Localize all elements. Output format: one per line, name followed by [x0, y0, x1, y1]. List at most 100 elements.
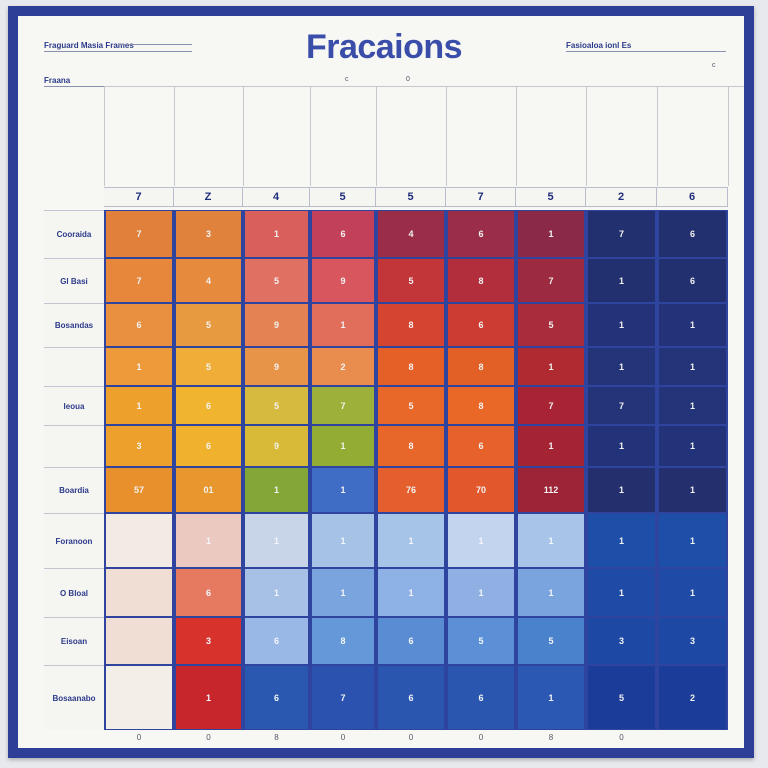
fraction-cell: 6 — [448, 211, 514, 257]
fraction-cell: 1 — [588, 259, 655, 302]
footer-mark: 8 — [274, 733, 279, 742]
fraction-cell: 1 — [659, 514, 726, 567]
header-left-line — [118, 44, 192, 45]
fraction-cell: 5 — [518, 304, 584, 346]
fraction-cell: 76 — [378, 468, 444, 512]
fraction-cell: 6 — [176, 387, 241, 424]
fraction-cell: 6 — [176, 569, 241, 616]
row-label: Foranoon — [44, 513, 104, 568]
footer-mark: 8 — [548, 733, 554, 742]
fraction-cell: 1 — [518, 514, 584, 567]
column-number: 7 — [446, 187, 516, 207]
footer-mark: 0 — [619, 733, 624, 742]
column-number: 4 — [243, 187, 310, 207]
fraction-cell: 7 — [312, 666, 374, 729]
fraction-cell: 6 — [245, 666, 308, 729]
fraction-cell: 5 — [588, 666, 655, 729]
fraction-cell: 2 — [312, 348, 374, 385]
fraction-cell: 1 — [588, 426, 655, 466]
fraction-cell: 6 — [448, 426, 514, 466]
fraction-cell: 1 — [312, 514, 374, 567]
fraction-cell: 1 — [312, 468, 374, 512]
row-label: Bosandas — [44, 303, 104, 347]
fraction-cell: 9 — [245, 426, 308, 466]
footer-mark: 0 — [408, 733, 414, 742]
header-left-top: Fraguard Masia Frames — [44, 41, 134, 50]
header-column-line — [174, 86, 175, 186]
column-number: 5 — [310, 187, 376, 207]
fraction-cell: 1 — [312, 426, 374, 466]
fraction-cell: 6 — [106, 304, 172, 346]
fraction-cell: 70 — [448, 468, 514, 512]
fraction-cell: 01 — [176, 468, 241, 512]
header-left-underline — [44, 51, 192, 52]
fraction-cell: 1 — [588, 468, 655, 512]
fraction-cell: 8 — [378, 304, 444, 346]
fraction-cell: 3 — [176, 618, 241, 664]
column-number: 5 — [376, 187, 446, 207]
fraction-cell: 6 — [448, 666, 514, 729]
column-number: 5 — [516, 187, 586, 207]
top-grid-line — [104, 86, 744, 87]
fraction-cell: 3 — [588, 618, 655, 664]
header-column-line — [104, 86, 105, 186]
row-label: Cooraida — [44, 210, 104, 258]
fraction-cell: 6 — [245, 618, 308, 664]
fraction-cell: 1 — [518, 348, 584, 385]
fraction-cell: 7 — [106, 259, 172, 302]
fraction-cell: 1 — [659, 468, 726, 512]
fraction-cell: 1 — [588, 348, 655, 385]
fraction-cell: 8 — [448, 348, 514, 385]
fraction-cell: 7 — [518, 259, 584, 302]
row-label: O Bloal — [44, 568, 104, 617]
fraction-cell: 5 — [448, 618, 514, 664]
fraction-cell: 6 — [659, 259, 726, 302]
fraction-cell: 6 — [312, 211, 374, 257]
row-label: Eisoan — [44, 617, 104, 665]
fraction-cell: 3 — [659, 618, 726, 664]
fraction-cell: 5 — [378, 387, 444, 424]
fraction-cell: 1 — [518, 211, 584, 257]
fraction-cell: 1 — [659, 304, 726, 346]
fraction-cell — [106, 569, 172, 616]
fraction-cell: 1 — [176, 666, 241, 729]
fraction-cell: 112 — [518, 468, 584, 512]
header-left-bottom: Fraana — [44, 76, 71, 85]
page-title: Fracaions — [305, 28, 463, 66]
fraction-cell: 1 — [659, 426, 726, 466]
fraction-cell: 5 — [245, 387, 308, 424]
fraction-cell: 1 — [448, 569, 514, 616]
fraction-cell: 1 — [312, 304, 374, 346]
fraction-cell: 1 — [448, 514, 514, 567]
fraction-cell: 1 — [518, 569, 584, 616]
header-column-line — [516, 86, 517, 186]
fraction-cell: 9 — [245, 348, 308, 385]
row-label: Boardia — [44, 467, 104, 513]
header-right-mark: c — [712, 62, 716, 69]
fraction-cell: 1 — [659, 569, 726, 616]
fraction-cell: 1 — [378, 569, 444, 616]
column-number: 7 — [104, 187, 174, 207]
fraction-cell: 1 — [659, 348, 726, 385]
fraction-cell — [106, 618, 172, 664]
fraction-cell: 5 — [378, 259, 444, 302]
fraction-cell: 1 — [245, 514, 308, 567]
header-column-line — [728, 86, 729, 186]
footer-mark: 0 — [478, 733, 484, 742]
fraction-cell: 3 — [106, 426, 172, 466]
fraction-cell: 6 — [448, 304, 514, 346]
row-label — [44, 347, 104, 386]
row-label: Bosaanabo — [44, 665, 104, 730]
header-column-line — [657, 86, 658, 186]
row-label: Gl Basi — [44, 258, 104, 303]
tiny-mark-1: c — [345, 76, 349, 83]
fraction-cell: 1 — [312, 569, 374, 616]
header-column-line — [446, 86, 447, 186]
fraction-cell: 3 — [176, 211, 241, 257]
footer-mark: 0 — [340, 733, 346, 742]
header-right-underline — [566, 51, 726, 52]
fraction-cell — [106, 514, 172, 567]
header-left-bottom-line — [44, 86, 104, 87]
fraction-cell: 8 — [378, 426, 444, 466]
fraction-cell: 1 — [588, 304, 655, 346]
